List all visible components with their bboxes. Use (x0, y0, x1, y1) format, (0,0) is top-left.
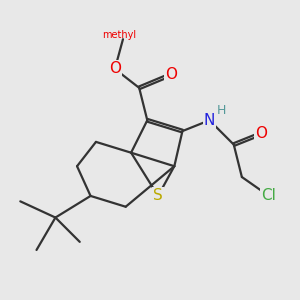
Text: O: O (109, 61, 121, 76)
Text: O: O (166, 67, 178, 82)
Text: S: S (153, 188, 163, 203)
Text: N: N (204, 113, 215, 128)
Text: H: H (217, 104, 226, 117)
Text: O: O (255, 126, 267, 141)
Text: methyl: methyl (102, 30, 136, 40)
Text: Cl: Cl (262, 188, 276, 203)
